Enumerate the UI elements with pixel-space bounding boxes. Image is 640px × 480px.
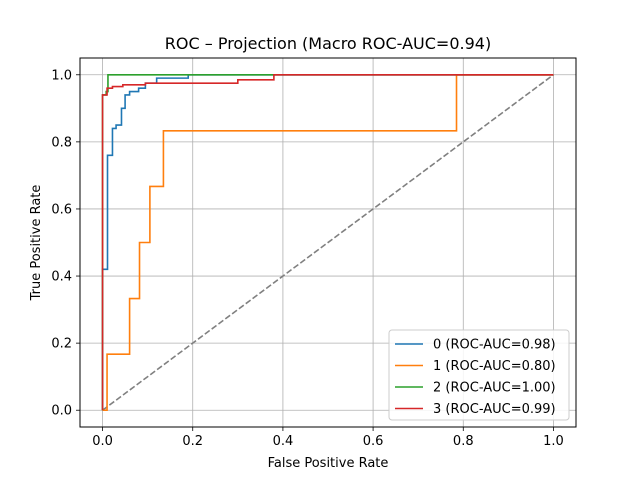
- legend: 0 (ROC-AUC=0.98) 1 (ROC-AUC=0.80) 2 (ROC-A…: [388, 329, 570, 421]
- y-tick-label: 1.0: [51, 68, 72, 83]
- x-tick-label: 0.8: [453, 434, 474, 449]
- legend-label-2: 2 (ROC-AUC=1.00): [433, 381, 556, 396]
- chance-diagonal-line: [102, 74, 554, 411]
- x-axis-label: False Positive Rate: [268, 456, 389, 471]
- roc-curve-class-3: [101, 73, 554, 411]
- roc-curve-class-1: [102, 73, 554, 412]
- legend-label-0: 0 (ROC-AUC=0.98): [433, 338, 556, 353]
- diagonal-layer: [102, 74, 554, 411]
- series-layer: [101, 73, 554, 412]
- chart-title: ROC – Projection (Macro ROC-AUC=0.94): [165, 34, 491, 53]
- y-tick-label: 0.8: [51, 135, 72, 150]
- x-tick-label: 1.0: [543, 434, 564, 449]
- plot-frame: [79, 57, 577, 428]
- legend-label-3: 3 (ROC-AUC=0.99): [433, 402, 556, 417]
- y-tick-label: 0.4: [51, 270, 72, 285]
- y-tick-label: 0.2: [51, 337, 72, 352]
- y-tick-label: 0.0: [51, 404, 72, 419]
- legend-box: [388, 329, 570, 421]
- ticks-layer: 0.0 0.2 0.4 0.6 0.8 1.0 0.0 0.2 0.4 0.6 0.8 1.0: [51, 68, 563, 449]
- x-tick-label: 0.6: [363, 434, 384, 449]
- legend-label-1: 1 (ROC-AUC=0.80): [433, 359, 556, 374]
- y-tick-label: 0.6: [51, 202, 72, 217]
- y-axis-label: True Positive Rate: [29, 185, 44, 302]
- x-tick-label: 0.2: [182, 434, 203, 449]
- grid: [80, 58, 576, 427]
- roc-curve-class-0: [101, 73, 554, 411]
- x-tick-label: 0.0: [92, 434, 113, 449]
- x-tick-label: 0.4: [273, 434, 294, 449]
